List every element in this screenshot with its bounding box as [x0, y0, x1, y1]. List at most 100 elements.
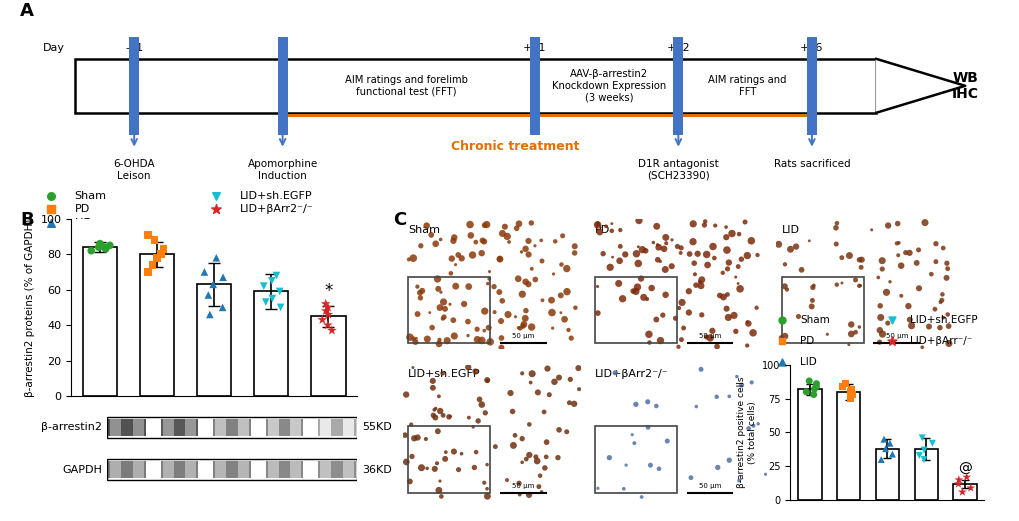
Point — [320, 311, 336, 319]
Point — [406, 434, 422, 442]
Text: Sham: Sham — [74, 191, 106, 201]
Point — [409, 310, 425, 318]
Point — [479, 492, 495, 500]
Point — [731, 476, 747, 485]
Point — [882, 316, 899, 325]
Bar — [594, 426, 677, 493]
Point — [317, 307, 333, 315]
Point — [927, 240, 944, 248]
Point — [520, 250, 536, 258]
Point — [876, 444, 893, 453]
Point — [639, 423, 655, 431]
Point — [514, 435, 530, 443]
Bar — [266, 461, 303, 478]
Point — [655, 245, 672, 253]
Point — [272, 303, 288, 312]
Text: 6-OHDA
Leison: 6-OHDA Leison — [113, 159, 155, 181]
Point — [669, 343, 686, 351]
Point — [493, 296, 510, 305]
Point — [208, 254, 224, 262]
Point — [910, 284, 926, 292]
Text: AAV-β-arrestin2
Knockdown Expression
(3 weeks): AAV-β-arrestin2 Knockdown Expression (3 … — [551, 69, 665, 103]
Point — [873, 265, 890, 273]
Text: LID+sh.EGFP: LID+sh.EGFP — [239, 191, 312, 201]
Point — [538, 438, 554, 446]
Point — [438, 337, 454, 345]
Point — [873, 256, 890, 265]
Point — [531, 472, 547, 480]
Point — [473, 249, 489, 257]
Point — [686, 270, 702, 278]
Point — [793, 266, 809, 274]
Point — [559, 326, 576, 334]
Point — [544, 324, 560, 332]
Point — [718, 265, 735, 273]
Bar — [197, 284, 231, 396]
Point — [443, 254, 460, 263]
Point — [424, 383, 440, 392]
Point — [514, 290, 530, 299]
Point — [471, 395, 487, 404]
Text: @: @ — [957, 462, 971, 476]
Text: LID: LID — [781, 225, 799, 235]
Bar — [110, 419, 121, 436]
Point — [739, 251, 755, 259]
Text: 50 μm: 50 μm — [698, 483, 720, 489]
Bar — [781, 277, 863, 343]
Point — [449, 251, 466, 259]
Point — [153, 250, 169, 258]
Bar — [267, 461, 278, 478]
Point — [709, 463, 726, 472]
Bar — [837, 392, 859, 500]
Bar — [237, 461, 249, 478]
Point — [657, 291, 674, 299]
Point — [527, 275, 543, 283]
Point — [516, 320, 532, 328]
Point — [649, 241, 665, 249]
Bar — [213, 419, 251, 436]
Point — [421, 308, 437, 317]
Point — [427, 413, 443, 421]
Point — [517, 245, 533, 253]
Point — [717, 304, 734, 313]
Point — [570, 364, 586, 373]
Point — [494, 229, 511, 238]
Bar — [318, 419, 356, 436]
Bar — [408, 426, 490, 493]
Point — [833, 253, 849, 262]
Point — [435, 298, 451, 306]
Point — [319, 321, 335, 329]
Point — [628, 250, 644, 258]
Bar — [806, 37, 816, 135]
Point — [720, 392, 737, 401]
Text: Apomorphine
Induction: Apomorphine Induction — [248, 159, 317, 181]
Bar — [342, 419, 354, 436]
Point — [473, 336, 489, 344]
Point — [436, 455, 452, 463]
Point — [566, 400, 582, 408]
Bar — [673, 37, 683, 135]
Point — [414, 287, 430, 295]
Point — [476, 221, 492, 229]
Point — [434, 369, 450, 377]
Point — [703, 327, 719, 335]
Point — [926, 305, 943, 313]
Point — [465, 423, 481, 431]
Point — [546, 378, 562, 386]
Point — [461, 282, 477, 291]
Point — [880, 439, 897, 448]
Point — [699, 261, 715, 269]
Point — [601, 263, 618, 271]
Point — [613, 294, 630, 303]
Point — [419, 464, 435, 473]
Point — [445, 233, 462, 242]
Point — [837, 379, 853, 388]
Point — [803, 302, 819, 311]
Text: LID+βArr2⁻/⁻: LID+βArr2⁻/⁻ — [594, 369, 667, 379]
Point — [740, 319, 756, 328]
Point — [93, 241, 109, 250]
Point — [508, 224, 525, 232]
Point — [807, 379, 823, 388]
Point — [102, 241, 118, 250]
Text: Chronic treatment: Chronic treatment — [450, 140, 579, 153]
